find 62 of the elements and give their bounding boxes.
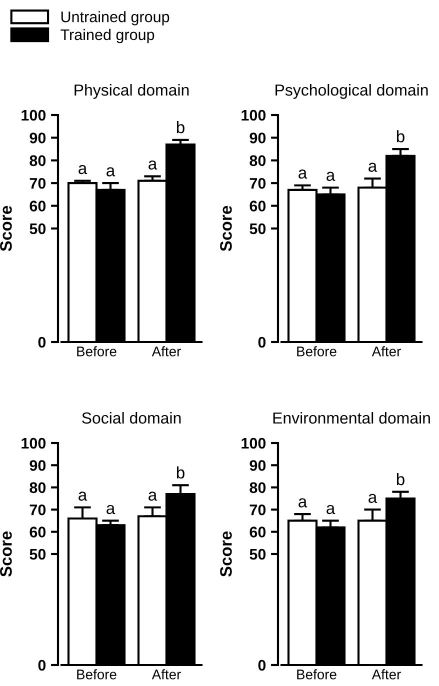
data-label: a <box>368 162 378 172</box>
y-tick-label: 0 <box>258 660 266 671</box>
y-tick-label: 70 <box>250 178 266 189</box>
data-label: a <box>298 170 308 179</box>
data-label: a <box>78 165 88 174</box>
x-tick-label: After <box>152 669 181 680</box>
y-tick-label: 70 <box>30 178 46 189</box>
legend-label: Trained group <box>60 28 154 44</box>
y-tick-label: 60 <box>30 526 46 538</box>
y-tick-label: 70 <box>250 504 266 516</box>
x-tick-label: Before <box>297 669 336 680</box>
y-tick-label: 80 <box>30 482 46 494</box>
data-label: a <box>106 167 116 176</box>
data-label: b <box>396 472 404 486</box>
chart-title: Physical domain <box>74 84 189 99</box>
data-label: a <box>326 504 336 514</box>
chart-title: Psychological domain <box>276 84 428 99</box>
data-label: a <box>148 492 158 501</box>
y-tick-label: 60 <box>250 200 266 212</box>
y-tick-label: 0 <box>38 660 46 671</box>
data-label: b <box>176 466 184 479</box>
y-tick-label: 70 <box>30 504 46 516</box>
y-axis-title: Score <box>0 206 12 252</box>
x-tick-label: Before <box>297 346 336 356</box>
y-tick-label: 50 <box>250 223 266 234</box>
y-tick-label: 100 <box>242 438 266 449</box>
chart-title: Social domain <box>82 412 181 424</box>
y-axis-title: Score <box>220 531 232 577</box>
data-label: a <box>298 498 308 508</box>
x-tick-label: After <box>152 346 181 356</box>
y-tick-label: 100 <box>22 438 46 449</box>
y-tick-label: 80 <box>250 155 266 166</box>
legend-label: Untrained group <box>61 11 170 26</box>
y-tick-label: 90 <box>30 132 46 144</box>
y-tick-label: 0 <box>38 336 46 348</box>
data-label: b <box>176 121 184 134</box>
y-tick-label: 90 <box>30 460 46 471</box>
y-tick-label: 100 <box>242 110 266 121</box>
x-tick-label: Before <box>77 669 116 680</box>
data-label: a <box>148 160 158 170</box>
y-tick-label: 80 <box>250 482 266 494</box>
y-tick-label: 60 <box>30 200 46 212</box>
y-tick-label: 90 <box>250 132 266 144</box>
y-tick-label: 50 <box>30 223 46 234</box>
data-label: a <box>78 492 88 501</box>
y-axis-title: Score <box>220 206 232 252</box>
data-label: a <box>326 172 336 181</box>
x-tick-label: After <box>372 346 401 356</box>
data-label: a <box>106 504 116 514</box>
y-tick-label: 80 <box>30 155 46 166</box>
chart-title: Environmental domain <box>273 412 430 424</box>
data-label: b <box>396 130 404 142</box>
y-tick-label: 100 <box>22 110 46 121</box>
y-axis-title: Score <box>0 531 12 577</box>
y-tick-label: 90 <box>250 460 266 471</box>
y-tick-label: 0 <box>258 336 266 348</box>
y-tick-label: 50 <box>30 548 46 560</box>
y-tick-label: 50 <box>250 548 266 560</box>
y-tick-label: 60 <box>250 526 266 538</box>
x-tick-label: After <box>372 669 401 680</box>
x-tick-label: Before <box>77 346 116 356</box>
data-label: a <box>368 494 378 503</box>
